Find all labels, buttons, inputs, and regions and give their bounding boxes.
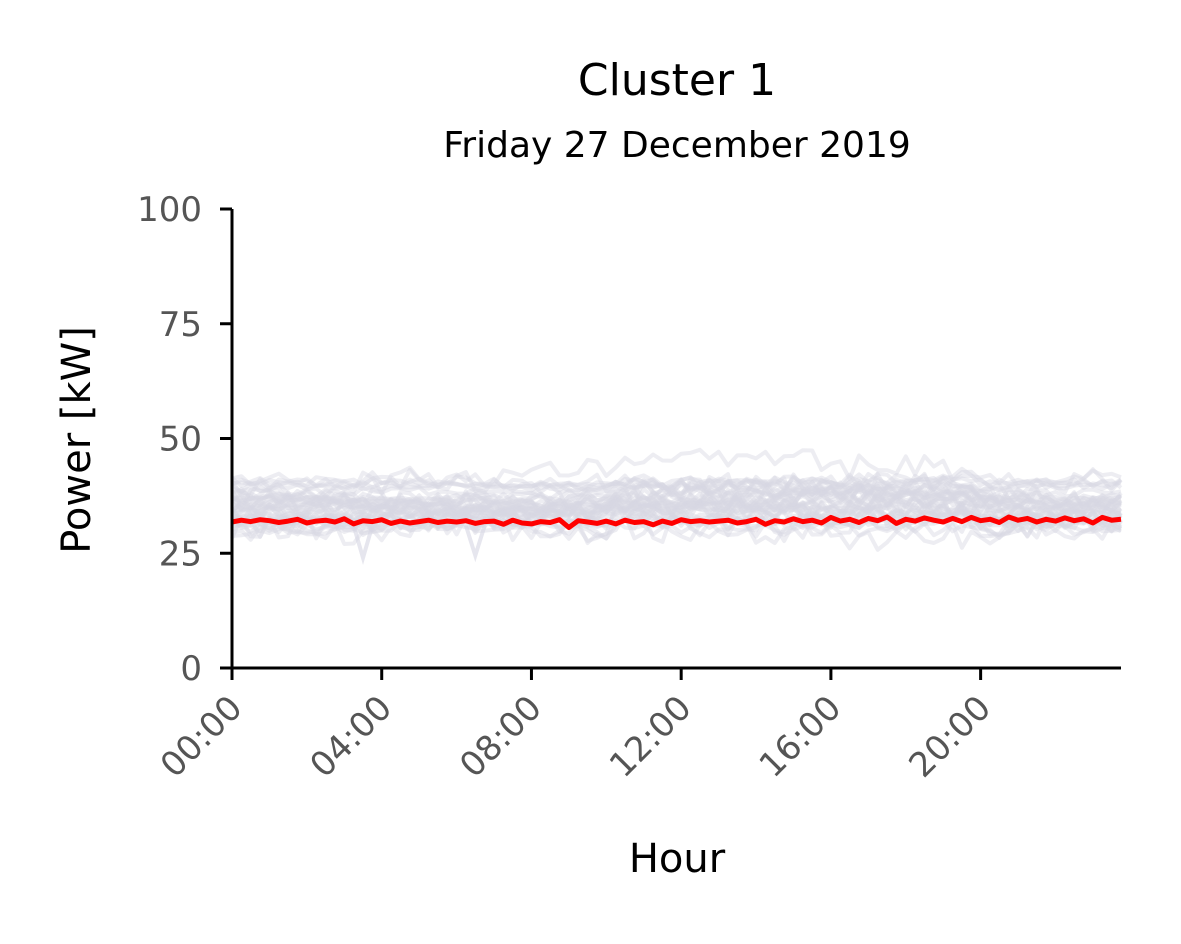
background-series-outlier	[464, 525, 487, 563]
background-series-line	[230, 483, 1123, 531]
background-series-line	[230, 482, 1122, 521]
background-series-line	[230, 476, 1122, 502]
background-series-line	[230, 484, 1123, 520]
x-tick-label: 12:00	[602, 688, 700, 786]
y-tick-label: 100	[137, 190, 202, 230]
background-series-line	[231, 484, 1123, 510]
y-axis-label: Power [kW]	[54, 326, 100, 554]
x-axis-label: Hour	[629, 836, 726, 882]
y-tick-label: 50	[159, 420, 202, 460]
background-series-line	[230, 487, 1122, 528]
x-tick-label: 16:00	[752, 688, 850, 786]
background-series-line	[231, 494, 1122, 539]
background-series-line	[230, 482, 1123, 523]
background-series-line	[231, 480, 1122, 512]
background-series-line	[231, 447, 1122, 492]
background-series-line	[231, 485, 1123, 539]
x-tick-label: 08:00	[452, 688, 550, 786]
background-series-line	[231, 495, 1122, 522]
background-series-line	[230, 471, 1122, 518]
background-series-line	[230, 473, 1123, 508]
y-tick-label: 75	[159, 305, 202, 345]
background-series-line	[231, 478, 1123, 514]
background-series-line	[230, 465, 1123, 511]
x-tick-label: 04:00	[303, 688, 401, 786]
background-series-line	[231, 496, 1122, 516]
background-series-line	[230, 471, 1123, 494]
background-series-line	[231, 508, 1122, 538]
background-series-line	[231, 466, 1123, 494]
chart-subtitle: Friday 27 December 2019	[443, 125, 911, 166]
y-tick-label: 0	[180, 649, 202, 689]
chart-title: Cluster 1	[578, 55, 776, 106]
x-tick-label: 20:00	[901, 688, 999, 786]
background-series-line	[230, 485, 1122, 519]
background-series-line	[230, 487, 1122, 520]
background-series-outlier	[351, 525, 375, 565]
background-series-line	[231, 509, 1122, 543]
background-series-line	[230, 506, 1122, 545]
y-tick-label: 25	[159, 534, 202, 574]
background-series-line	[231, 480, 1123, 518]
background-series-line	[230, 496, 1123, 545]
background-series-line	[230, 474, 1123, 522]
background-series-line	[231, 473, 1122, 493]
background-series-line	[230, 475, 1123, 509]
background-series-group	[230, 447, 1123, 565]
background-series-line	[231, 490, 1122, 521]
background-series-line	[230, 497, 1123, 528]
background-series-line	[230, 485, 1123, 531]
background-series-line	[231, 469, 1123, 496]
highlight-series-line	[231, 514, 1122, 530]
background-series-line	[231, 507, 1123, 552]
highlight-series-group	[231, 514, 1122, 530]
x-tick-label: 00:00	[153, 688, 251, 786]
